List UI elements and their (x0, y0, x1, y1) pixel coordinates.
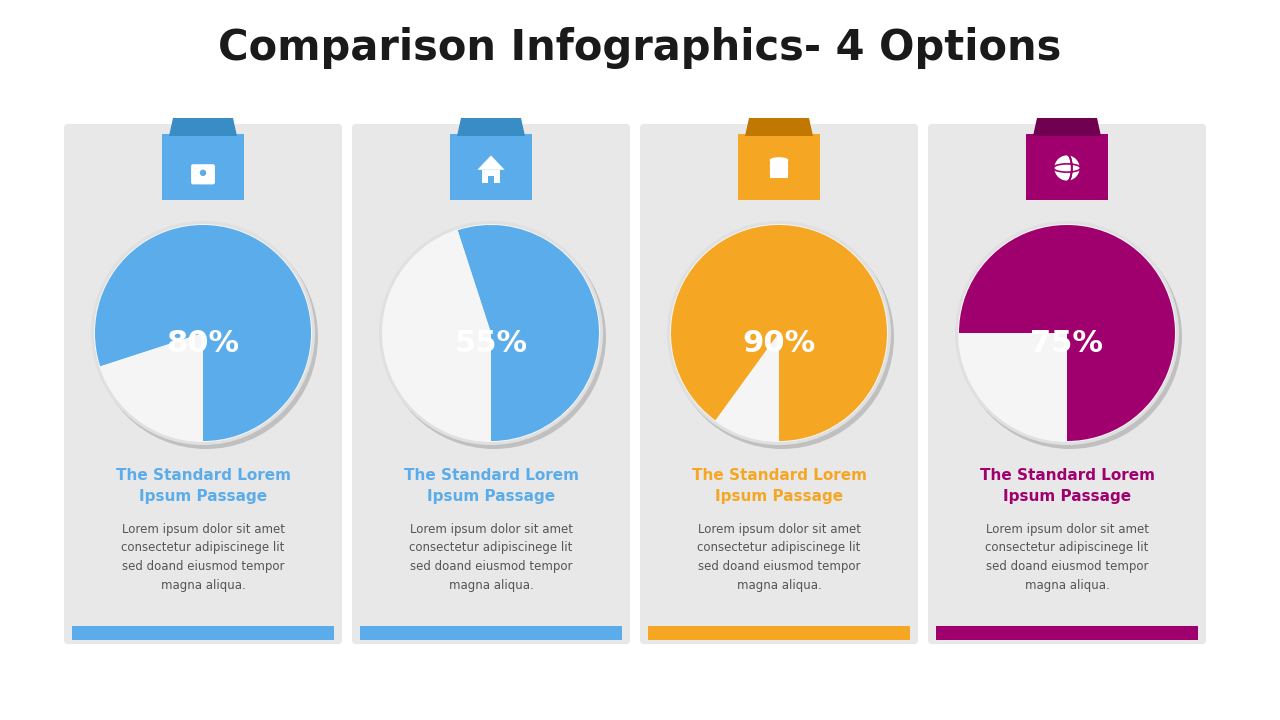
Circle shape (667, 221, 891, 445)
Text: Comparison Infographics- 4 Options: Comparison Infographics- 4 Options (219, 27, 1061, 69)
Bar (769, 172, 788, 179)
Text: 90%: 90% (742, 328, 815, 358)
Bar (936, 626, 1198, 640)
Circle shape (669, 225, 893, 449)
Circle shape (957, 225, 1181, 449)
Wedge shape (458, 225, 599, 441)
FancyBboxPatch shape (928, 124, 1206, 644)
Wedge shape (716, 333, 780, 441)
FancyBboxPatch shape (64, 124, 342, 644)
Circle shape (955, 221, 1179, 445)
Text: The Standard Lorem
Ipsum Passage: The Standard Lorem Ipsum Passage (979, 468, 1155, 504)
Text: The Standard Lorem
Ipsum Passage: The Standard Lorem Ipsum Passage (691, 468, 867, 504)
Bar (72, 626, 334, 640)
Text: 55%: 55% (454, 328, 527, 358)
Text: Lorem ipsum dolor sit amet
consectetur adipiscinege lit
sed doand eiusmod tempor: Lorem ipsum dolor sit amet consectetur a… (986, 523, 1148, 592)
Circle shape (379, 221, 603, 445)
Bar (488, 176, 494, 184)
Text: The Standard Lorem
Ipsum Passage: The Standard Lorem Ipsum Passage (115, 468, 291, 504)
Circle shape (669, 224, 888, 442)
Polygon shape (1033, 118, 1101, 136)
Ellipse shape (769, 157, 788, 163)
FancyBboxPatch shape (191, 164, 215, 184)
Circle shape (381, 225, 605, 449)
Wedge shape (383, 230, 492, 441)
Circle shape (93, 225, 317, 449)
Text: Lorem ipsum dolor sit amet
consectetur adipiscinege lit
sed doand eiusmod tempor: Lorem ipsum dolor sit amet consectetur a… (122, 523, 284, 592)
Text: 80%: 80% (166, 328, 239, 358)
Bar (1027, 134, 1108, 200)
Bar (163, 134, 244, 200)
Bar (648, 626, 910, 640)
Wedge shape (959, 225, 1175, 441)
Wedge shape (100, 333, 204, 441)
Bar (451, 134, 532, 200)
Text: The Standard Lorem
Ipsum Passage: The Standard Lorem Ipsum Passage (403, 468, 579, 504)
Wedge shape (95, 225, 311, 441)
Bar (769, 166, 788, 172)
Polygon shape (745, 118, 813, 136)
Circle shape (957, 224, 1176, 442)
Bar (769, 160, 788, 166)
Circle shape (201, 171, 206, 176)
Polygon shape (457, 118, 525, 136)
Wedge shape (671, 225, 887, 441)
Text: Lorem ipsum dolor sit amet
consectetur adipiscinege lit
sed doand eiusmod tempor: Lorem ipsum dolor sit amet consectetur a… (698, 523, 860, 592)
Circle shape (93, 224, 312, 442)
Circle shape (1053, 154, 1080, 181)
Text: 75%: 75% (1030, 328, 1103, 358)
FancyBboxPatch shape (352, 124, 630, 644)
Text: Lorem ipsum dolor sit amet
consectetur adipiscinege lit
sed doand eiusmod tempor: Lorem ipsum dolor sit amet consectetur a… (410, 523, 572, 592)
Polygon shape (169, 118, 237, 136)
Ellipse shape (769, 163, 788, 169)
Bar (360, 626, 622, 640)
Bar (739, 134, 820, 200)
Bar (483, 170, 500, 184)
Circle shape (91, 221, 315, 445)
Polygon shape (477, 156, 504, 170)
Ellipse shape (769, 169, 788, 175)
FancyBboxPatch shape (640, 124, 918, 644)
Circle shape (381, 224, 600, 442)
Wedge shape (959, 333, 1068, 441)
